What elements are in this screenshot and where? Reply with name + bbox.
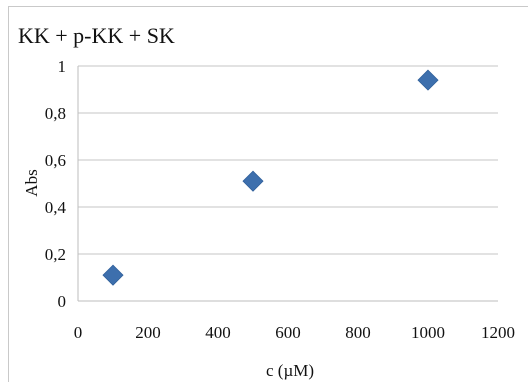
x-axis-label: c (µM) — [266, 361, 314, 380]
x-tick-label: 0 — [74, 323, 83, 342]
y-tick-label: 0,2 — [45, 245, 66, 264]
x-tick-labels: 0 200 400 600 800 1000 1200 — [74, 323, 515, 342]
y-tick-label: 0,8 — [45, 104, 66, 123]
data-point — [417, 69, 439, 91]
x-tick-label: 400 — [205, 323, 231, 342]
data-points — [102, 69, 439, 286]
chart-title: KK + p-KK + SK — [18, 23, 175, 48]
y-tick-labels: 0 0,2 0,4 0,6 0,8 1 — [45, 57, 67, 311]
data-point — [102, 264, 124, 286]
chart-frame — [8, 6, 528, 382]
gridlines — [78, 65, 498, 255]
y-tick-label: 0,6 — [45, 151, 66, 170]
data-point — [242, 170, 264, 192]
x-tick-label: 600 — [275, 323, 301, 342]
y-tick-label: 1 — [58, 57, 67, 76]
y-axis-label: Abs — [22, 169, 41, 196]
x-tick-label: 1200 — [481, 323, 515, 342]
axes — [77, 66, 498, 302]
y-tick-label: 0,4 — [45, 198, 67, 217]
x-tick-label: 1000 — [411, 323, 445, 342]
y-tick-label: 0 — [58, 292, 67, 311]
x-tick-label: 200 — [135, 323, 161, 342]
x-tick-label: 800 — [345, 323, 371, 342]
